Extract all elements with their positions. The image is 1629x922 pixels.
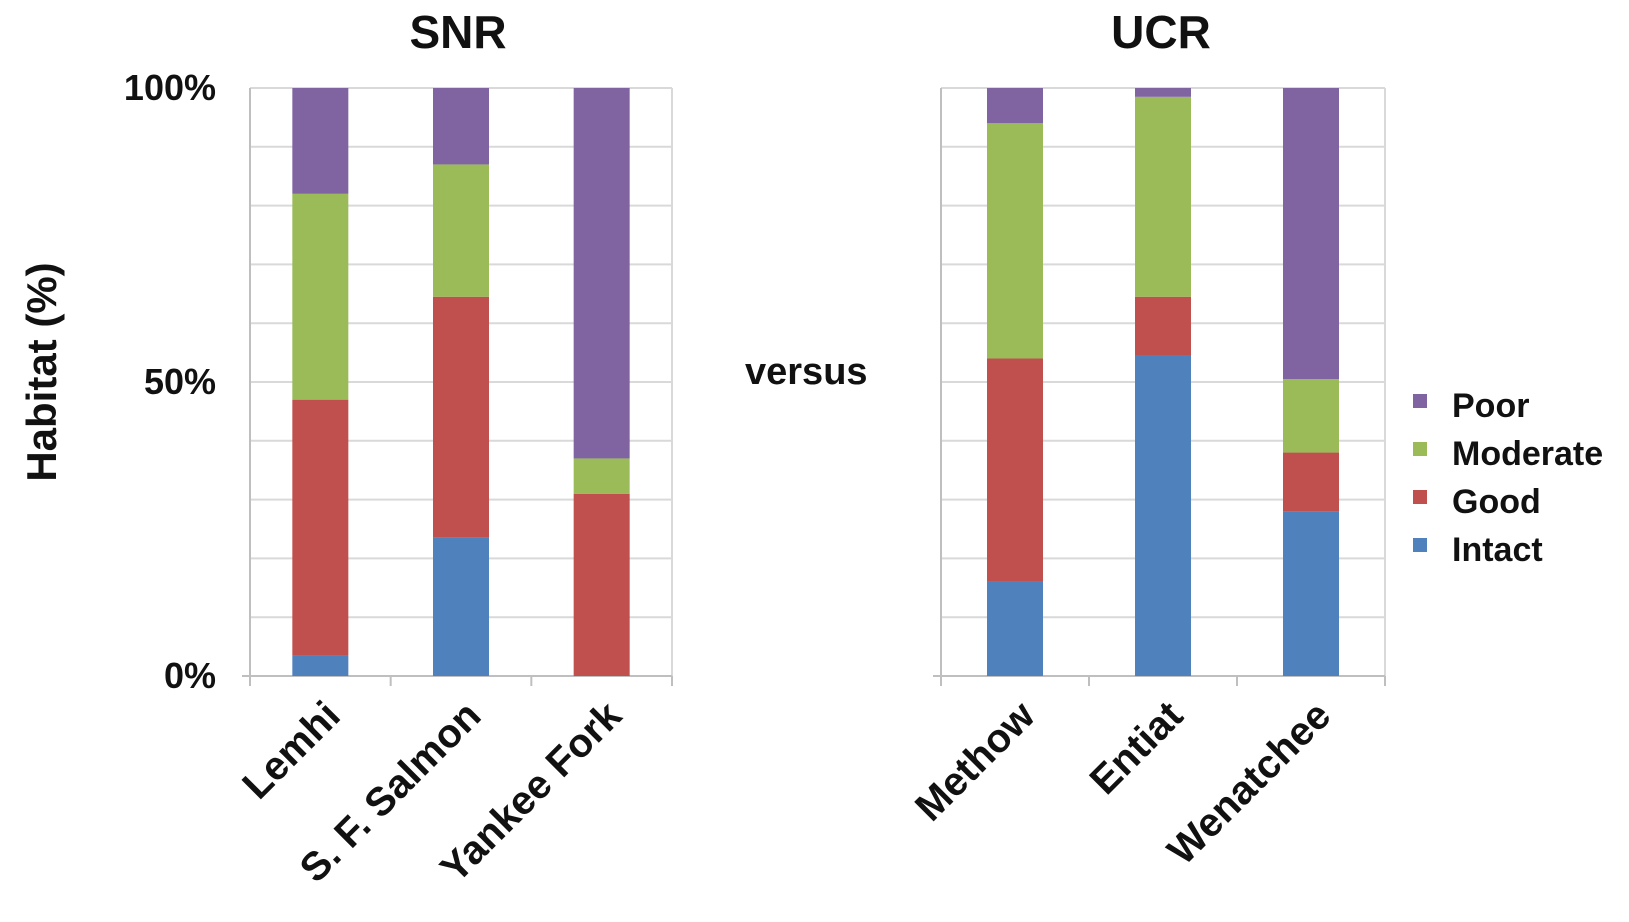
bar-segment-good [1283,452,1339,512]
y-tick-label: 0% [164,655,216,696]
legend-label: Intact [1452,531,1543,569]
bar-segment-poor [292,88,349,194]
panel-title: UCR [1111,6,1211,58]
legend-swatch-poor [1413,394,1427,408]
legend: Poor Moderate Good Intact [1413,387,1603,569]
bar-segment-intact [1283,511,1339,676]
legend-label: Moderate [1452,435,1603,473]
bar-segment-poor [433,88,489,165]
bar-segment-moderate [573,458,630,494]
bar-segment-moderate [433,164,489,297]
bar-segment-poor [987,88,1043,124]
y-axis-label: Habitat (%) [18,262,65,481]
bar-segment-good [1135,296,1191,356]
legend-label: Poor [1452,387,1529,425]
category-label: Entiat [1082,693,1192,803]
panel-title: SNR [409,6,506,58]
bar-segment-intact [292,655,349,676]
category-label: Lemhi [234,693,348,807]
legend-swatch-good [1413,490,1427,504]
bar-segment-good [433,296,489,538]
y-tick-label: 100% [124,67,216,108]
bar-segment-moderate [1283,379,1339,453]
bar-segment-intact [1135,355,1191,676]
bar-segment-poor [573,88,630,459]
bar-segment-moderate [292,193,349,400]
bar-segment-intact [987,581,1043,676]
legend-label: Good [1452,483,1541,521]
bar-segment-moderate [1135,96,1191,297]
category-label: Methow [907,693,1044,830]
legend-swatch-moderate [1413,442,1427,456]
bar-segment-poor [1135,88,1191,97]
legend-swatch-intact [1413,538,1427,552]
versus-label: versus [745,351,868,393]
y-tick-label: 50% [144,361,216,402]
bar-segment-good [573,493,630,676]
bar-segment-good [292,399,349,656]
bar-segment-poor [1283,88,1339,380]
bar-segment-intact [433,537,489,676]
bar-segment-good [987,358,1043,582]
bar-segment-moderate [987,123,1043,359]
